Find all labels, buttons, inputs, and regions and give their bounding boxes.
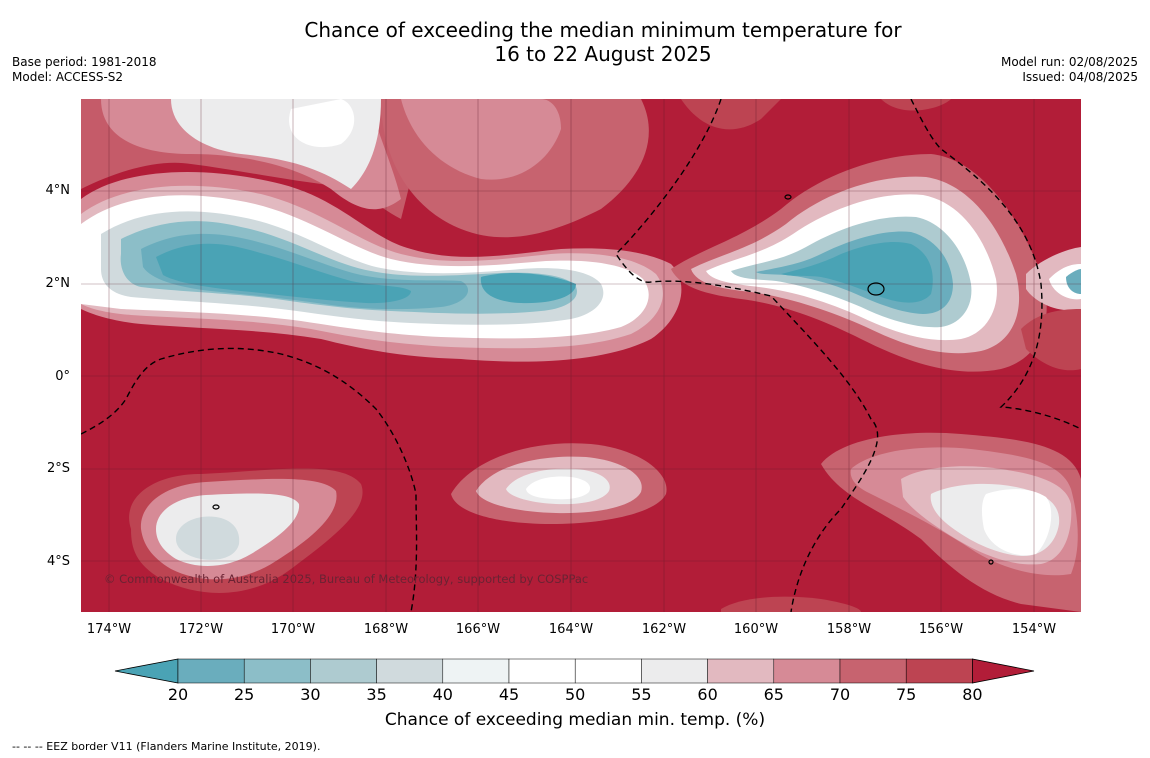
colorbar-cell	[442, 658, 510, 684]
colorbar-cells	[114, 658, 1035, 684]
lat-label-0: 0°	[55, 369, 70, 384]
colorbar-cell	[574, 658, 642, 684]
colorbar-cell	[310, 658, 377, 684]
colorbar-cell	[905, 658, 973, 684]
lon-label-164w: 164°W	[548, 622, 594, 637]
lat-label-2s: 2°S	[46, 461, 70, 476]
colorbar-cell	[641, 658, 708, 684]
lon-label-168w: 168°W	[363, 622, 409, 637]
meta-left: Base period: 1981-2018 Model: ACCESS-S2	[12, 55, 157, 85]
lon-label-158w: 158°W	[826, 622, 872, 637]
copyright-notice: © Commonwealth of Australia 2025, Bureau…	[104, 572, 589, 586]
lat-label-4s: 4°S	[46, 554, 70, 569]
lon-label-174w: 174°W	[86, 622, 132, 637]
meta-right: Model run: 02/08/2025 Issued: 04/08/2025	[1001, 55, 1138, 85]
title-line-2: 16 to 22 August 2025	[494, 42, 712, 66]
model-name: Model: ACCESS-S2	[12, 70, 124, 84]
map-panel: © Commonwealth of Australia 2025, Bureau…	[81, 99, 1081, 612]
colorbar-cell	[707, 658, 775, 684]
colorbar-tick-label: 20	[167, 685, 189, 704]
lon-label-160w: 160°W	[733, 622, 779, 637]
colorbar-tick-label: 75	[896, 685, 917, 704]
lon-label-172w: 172°W	[178, 622, 224, 637]
eez-footnote: -- -- -- EEZ border V11 (Flanders Marine…	[12, 740, 321, 753]
lon-label-162w: 162°W	[641, 622, 687, 637]
title-line-1: Chance of exceeding the median minimum t…	[304, 18, 902, 42]
colorbar-tick-label: 25	[234, 685, 255, 704]
colorbar	[114, 658, 1035, 684]
colorbar-label: Chance of exceeding median min. temp. (%…	[384, 710, 766, 730]
lon-label-156w: 156°W	[918, 622, 964, 637]
islands	[212, 194, 994, 565]
colorbar-cell	[376, 658, 444, 684]
lon-label-154w: 154°W	[1011, 622, 1057, 637]
colorbar-tick-label: 70	[829, 685, 851, 704]
colorbar-tick-label: 40	[432, 685, 453, 704]
colorbar-tick-label: 30	[300, 685, 321, 704]
colorbar-arrow-low	[114, 658, 179, 684]
lon-label-170w: 170°W	[270, 622, 316, 637]
colorbar-tick-label: 80	[962, 685, 983, 704]
colorbar-arrow-high	[972, 658, 1035, 684]
colorbar-tick-label: 50	[565, 685, 586, 704]
colorbar-cell	[839, 658, 907, 684]
lat-label-4n: 4°N	[45, 183, 71, 198]
colorbar-tick-label: 45	[498, 685, 520, 704]
colorbar-tick-label: 60	[697, 685, 718, 704]
model-run: Model run: 02/08/2025	[1000, 55, 1138, 69]
chart-title: Chance of exceeding the median minimum t…	[0, 18, 1150, 66]
colorbar-tick-label: 55	[631, 685, 652, 704]
issued-date: Issued: 04/08/2025	[1022, 70, 1138, 84]
lon-label-166w: 166°W	[455, 622, 501, 637]
map-gridlines	[81, 99, 1081, 612]
colorbar-tick-label: 65	[763, 685, 784, 704]
colorbar-cell	[773, 658, 841, 684]
colorbar-cell	[177, 658, 245, 684]
base-period: Base period: 1981-2018	[12, 55, 157, 69]
map-field	[81, 99, 1081, 612]
eez-borders	[81, 99, 1081, 612]
colorbar-cell	[508, 658, 576, 684]
south-patches	[129, 309, 1081, 612]
colorbar-tick-label: 35	[366, 685, 387, 704]
cool-band-east	[671, 154, 1081, 372]
lat-label-2n: 2°N	[45, 276, 71, 291]
colorbar-cell	[243, 658, 311, 684]
